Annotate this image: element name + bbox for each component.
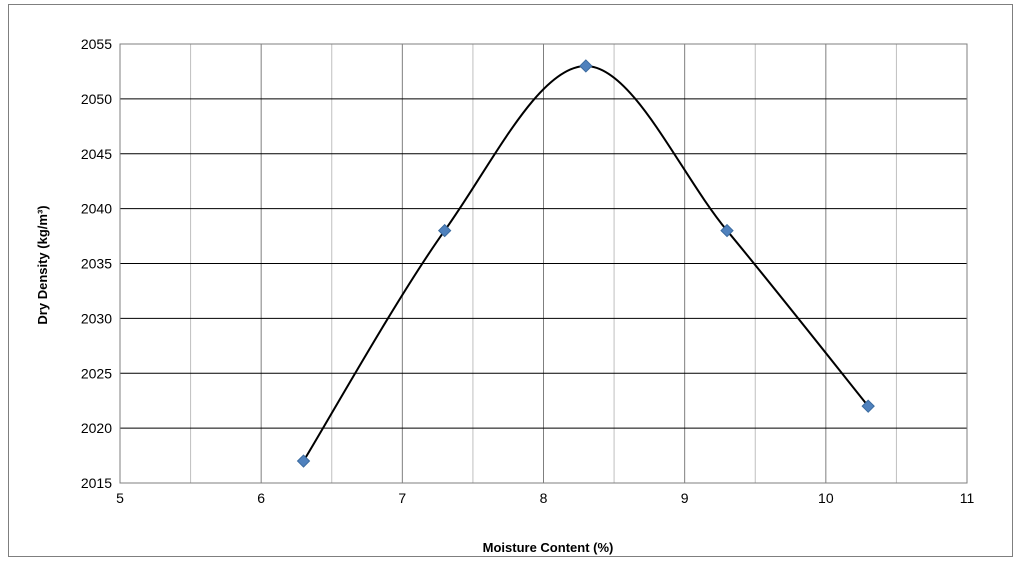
y-tick-label: 2015 <box>81 475 112 491</box>
y-axis-title: Dry Density (kg/m³) <box>35 205 50 324</box>
data-point <box>296 454 311 468</box>
data-point <box>720 223 734 238</box>
y-tick-label: 2045 <box>81 146 112 162</box>
plot-area-border <box>119 43 968 484</box>
label-layer: 5 6 7 8 9 10 11 2015 2020 2025 2030 2035 2040 2045 205… <box>81 36 975 506</box>
y-tick-label: 2055 <box>81 36 112 52</box>
grid-layer <box>119 43 968 484</box>
point-layer <box>296 59 875 468</box>
x-axis-title: Moisture Content (%) <box>483 540 614 555</box>
y-tick-label: 2040 <box>81 201 112 217</box>
x-tick-label: 11 <box>960 490 975 506</box>
y-tick-label: 2050 <box>81 91 112 107</box>
y-tick-label: 2025 <box>81 365 112 381</box>
y-tick-label: 2035 <box>81 256 112 272</box>
chart-frame <box>8 4 1013 557</box>
data-point <box>437 223 452 238</box>
y-tick-label: 2020 <box>81 420 112 436</box>
x-tick-label: 9 <box>681 490 689 506</box>
x-tick-label: 6 <box>257 490 265 506</box>
x-tick-label: 7 <box>398 490 406 506</box>
data-point <box>861 399 875 413</box>
x-tick-label: 5 <box>116 490 124 506</box>
data-point <box>579 59 593 73</box>
x-tick-label: 10 <box>818 490 834 506</box>
x-tick-label: 8 <box>540 490 548 506</box>
y-tick-label: 2030 <box>81 310 112 326</box>
